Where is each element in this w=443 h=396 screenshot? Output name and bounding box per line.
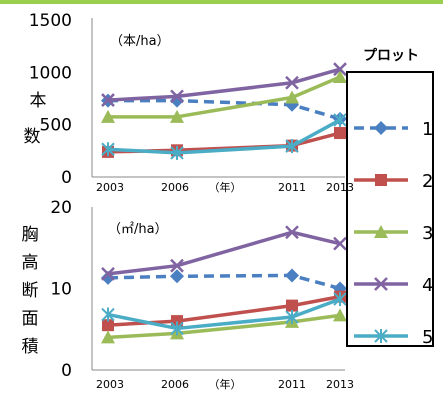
legend-item-1-marker [374, 121, 388, 135]
legend-item-3-marker [374, 225, 388, 238]
chart-2-ylabel-char: 断 [22, 281, 39, 301]
chart-2-ylabel-char: 面 [22, 309, 39, 329]
chart-1-y-tick-label: 500 [40, 116, 72, 136]
chart-2-series-5-point [101, 307, 115, 322]
chart-1-x-tick-label: 2006 [161, 181, 189, 194]
legend-item-2-label: 2 [422, 171, 433, 192]
chart-2-y-tick-label: 20 [50, 198, 72, 218]
chart-1-y-tick-label: 1000 [29, 63, 72, 83]
chart-1-series-4-line [107, 67, 341, 102]
chart-2-series-1-point [170, 269, 184, 284]
chart-2-series-4-point-stroke-b [170, 258, 184, 273]
chart-2-series-3-point [333, 308, 347, 322]
chart-2-series-3-point [101, 330, 115, 344]
chart-2-x-tick-label: （年） [209, 377, 242, 391]
chart-1-series-4-point [285, 75, 299, 90]
chart-2-series-4-point [170, 258, 184, 273]
chart-1-series-5-point [101, 142, 115, 157]
chart-2-ylabel-char: 積 [22, 337, 39, 357]
chart-1-series-4-point-stroke-b [101, 93, 115, 107]
chart-1-x-tick-label: 2011 [278, 181, 306, 194]
chart-2-series-2-point [286, 299, 298, 312]
chart-2-x-tick-label: 2013 [326, 378, 354, 391]
chart-1-series-3-point [170, 109, 184, 123]
chart-1-series-3-line [108, 75, 341, 119]
chart-1-series-5-point [170, 145, 184, 160]
chart-1-x-tick-label: 2013 [326, 181, 354, 194]
chart-1-series-4-point [170, 89, 184, 104]
chart-1-unit-label: （本/ha） [110, 34, 170, 49]
chart-2-series-4-point [285, 225, 299, 240]
chart-1-series-1-line [108, 98, 341, 121]
chart-1-series-3-point [333, 70, 347, 84]
chart-1-series-2-point [334, 127, 346, 140]
legend-item-5-label: 5 [422, 327, 433, 348]
legend-item-2-marker [375, 174, 387, 186]
chart-1-ylabel-char-1: 本 [30, 91, 47, 111]
legend-item-4-marker [374, 277, 388, 291]
chart-1-series-3-point [285, 90, 299, 104]
chart-2-x-tick-label: 2011 [278, 378, 306, 391]
chart-1-series-5-line [107, 118, 341, 155]
chart-1-series-4-point-stroke-b [333, 62, 347, 77]
chart-1-x-tick-label: 2003 [96, 181, 124, 194]
chart-2-ylabel-char: 高 [22, 253, 39, 273]
chart-2-x-tick-label: 2003 [96, 378, 124, 391]
chart-2-series-5-point [170, 321, 184, 336]
chart-2-series-1-line [107, 273, 341, 291]
chart-1-series-4-point [333, 62, 347, 77]
chart-2-series-2-point [102, 319, 114, 332]
chart-2-unit-label: （㎡/ha） [108, 222, 168, 237]
chart-2-y-tick-label: 0 [61, 361, 72, 381]
legend-box [346, 71, 434, 347]
chart-2-series-4-line [107, 230, 341, 276]
chart-1-series-4-point-stroke-b [170, 89, 184, 104]
chart-1-ylabel-char-2: 数 [24, 127, 41, 147]
legend-item-5-marker [374, 329, 388, 343]
legend-title: プロット [363, 48, 419, 64]
chart-2-series-5-line [107, 297, 341, 331]
legend-item-4-label: 4 [422, 275, 433, 296]
chart-2-series-4-point [333, 236, 347, 251]
chart-1-x-tick-label: （年） [209, 180, 242, 194]
chart-1-series-5-point [285, 139, 299, 154]
legend-item-3-label: 3 [422, 223, 433, 244]
chart-1-marks: 0 500 1000 1500 2003 2006 （年） 2011 2013 [29, 11, 354, 194]
chart-1-y-tick-label: 0 [61, 168, 72, 188]
legend-item-1-label: 1 [422, 119, 433, 140]
chart-1-series-4-point [101, 93, 115, 107]
chart-1-frame: （本/ha） 本 数 [24, 18, 345, 178]
top-accent-bar [0, 0, 443, 4]
chart-1-series-3-point [101, 109, 115, 123]
chart-1-series-4-point-stroke-b [285, 75, 299, 90]
chart-1-series-5-point [333, 112, 347, 127]
chart-2-series-4-point-stroke-b [101, 266, 115, 281]
chart-2-series-1-point [285, 268, 299, 283]
chart-2-series-4-point-stroke-b [333, 236, 347, 251]
chart-1-y-tick-label: 1500 [29, 11, 72, 31]
legend: プロット 1 2 3 4 5 [346, 48, 434, 348]
chart-2-marks: 0 10 20 2003 2006 （年） 2011 2013 [50, 198, 354, 391]
chart-2-series-4-point [101, 266, 115, 281]
chart-2-y-tick-label: 10 [50, 280, 72, 300]
chart-2-ylabel-char: 胸 [22, 225, 39, 245]
chart-2-series-5-point [285, 310, 299, 325]
chart-2-series-4-point-stroke-b [285, 225, 299, 240]
chart-2-x-tick-label: 2006 [161, 378, 189, 391]
chart-2-series-3-line [107, 313, 341, 340]
chart-2-series-5-point [333, 292, 347, 307]
legend-item-4-marker-stroke-b [374, 277, 388, 291]
